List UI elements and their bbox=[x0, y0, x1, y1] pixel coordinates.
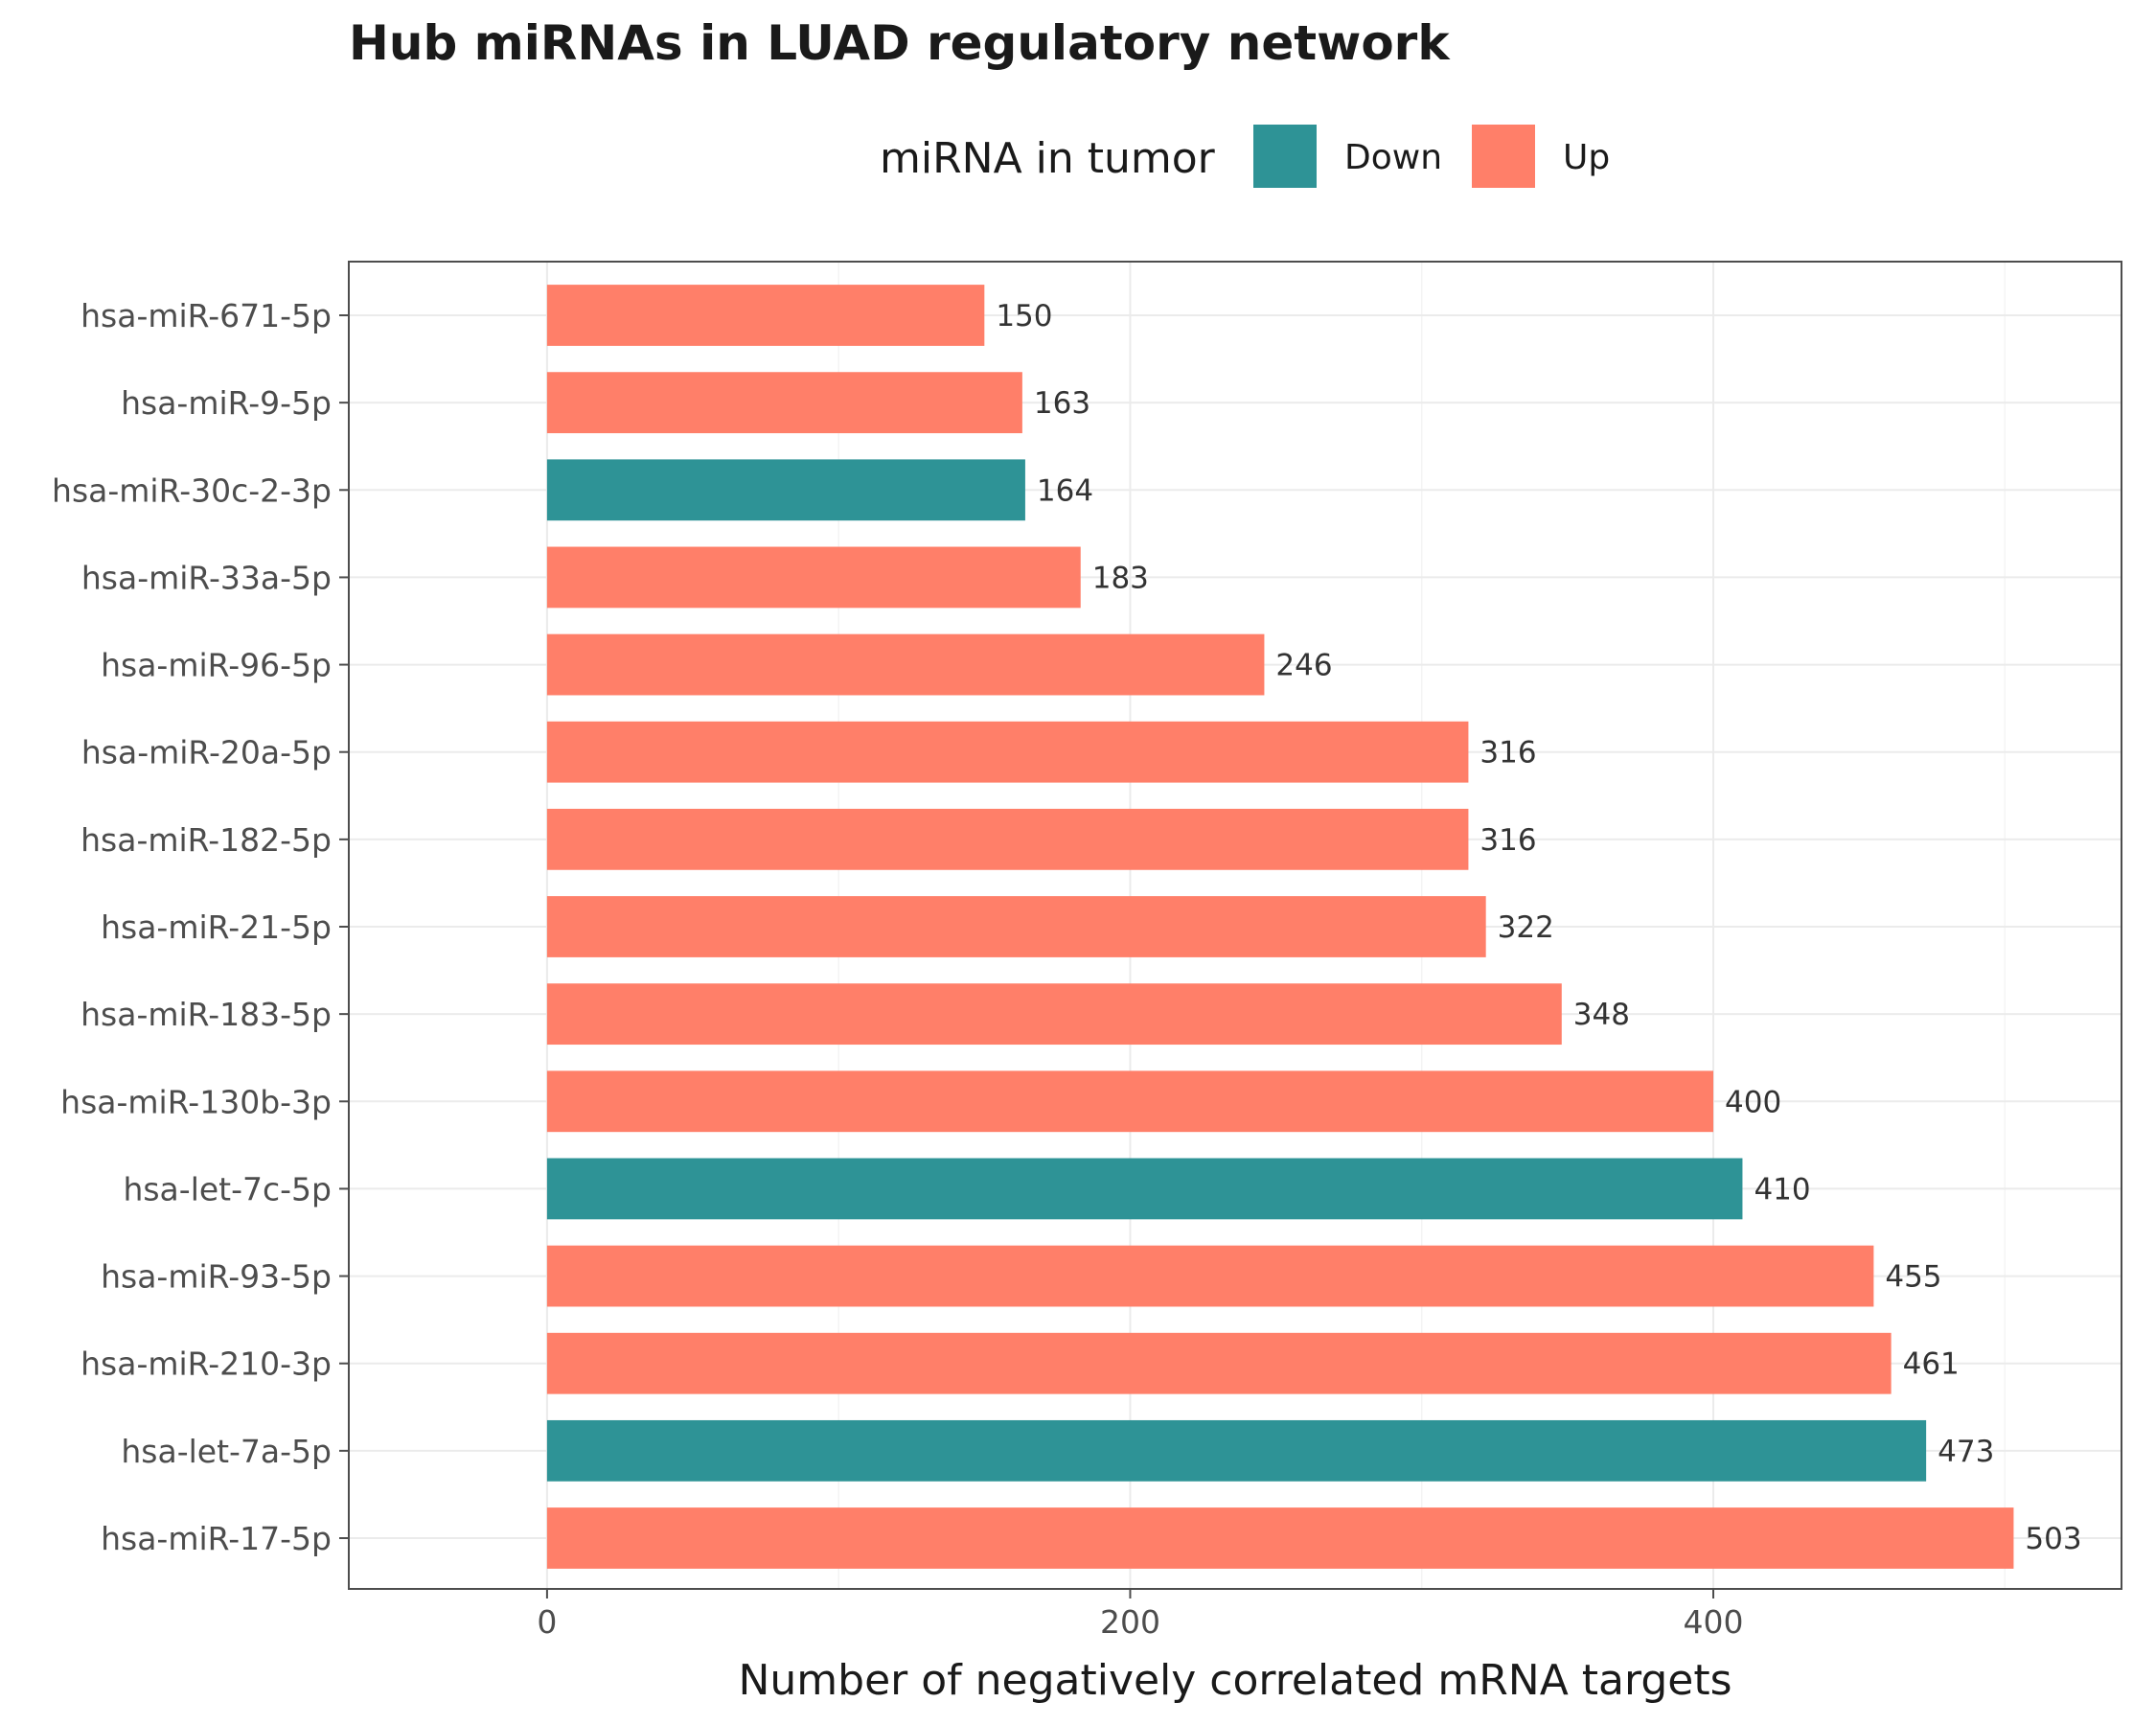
y-tick-label-10: hsa-let-7c-5p bbox=[123, 1170, 332, 1208]
chart-title: Hub miRNAs in LUAD regulatory network bbox=[349, 15, 1451, 71]
bar-9 bbox=[546, 1070, 1714, 1133]
y-tick-label-7: hsa-miR-21-5p bbox=[101, 908, 332, 946]
bar-12 bbox=[546, 1332, 1892, 1394]
x-axis-label: Number of negatively correlated mRNA tar… bbox=[738, 1656, 1732, 1705]
bar-13 bbox=[546, 1419, 1927, 1482]
bar-3 bbox=[546, 546, 1081, 609]
legend-swatch-down bbox=[1253, 125, 1317, 188]
data-label-2: 164 bbox=[1037, 473, 1093, 508]
y-axis: hsa-miR-671-5p hsa-miR-9-5p hsa-miR-30c-2-… bbox=[52, 297, 349, 1557]
legend-label-down: Down bbox=[1344, 138, 1442, 177]
plot-panel-border bbox=[348, 261, 2122, 1590]
y-tick-label-1: hsa-miR-9-5p bbox=[121, 384, 332, 422]
bar-8 bbox=[546, 983, 1562, 1046]
data-label-8: 348 bbox=[1573, 998, 1630, 1032]
legend-label-up: Up bbox=[1563, 138, 1610, 177]
data-label-14: 503 bbox=[2025, 1522, 2081, 1556]
data-label-0: 150 bbox=[996, 299, 1052, 334]
data-label-5: 316 bbox=[1479, 736, 1536, 770]
y-tick-label-0: hsa-miR-671-5p bbox=[80, 297, 332, 334]
y-tick-label-14: hsa-miR-17-5p bbox=[101, 1520, 332, 1557]
bar-11 bbox=[546, 1245, 1874, 1307]
y-tick-label-11: hsa-miR-93-5p bbox=[101, 1258, 332, 1296]
data-label-3: 183 bbox=[1092, 561, 1149, 595]
y-tick-label-12: hsa-miR-210-3p bbox=[80, 1346, 332, 1383]
bar-7 bbox=[546, 896, 1486, 957]
x-tick-label-2: 400 bbox=[1684, 1603, 1744, 1641]
data-label-10: 410 bbox=[1754, 1172, 1810, 1207]
bar-5 bbox=[546, 721, 1469, 783]
bar-14 bbox=[546, 1507, 2014, 1569]
bars bbox=[546, 285, 2014, 1569]
data-label-9: 400 bbox=[1725, 1085, 1781, 1119]
y-tick-label-4: hsa-miR-96-5p bbox=[101, 647, 332, 684]
x-tick-label-0: 0 bbox=[537, 1603, 557, 1641]
data-label-4: 246 bbox=[1275, 649, 1332, 683]
x-axis: 0 200 400 bbox=[537, 1589, 1744, 1641]
legend-title: miRNA in tumor bbox=[880, 134, 1216, 183]
data-label-13: 473 bbox=[1938, 1435, 1994, 1469]
y-tick-label-8: hsa-miR-183-5p bbox=[80, 996, 332, 1033]
data-label-6: 316 bbox=[1479, 823, 1536, 858]
bar-6 bbox=[546, 808, 1469, 870]
legend-swatch-up bbox=[1472, 125, 1535, 188]
y-tick-label-3: hsa-miR-33a-5p bbox=[81, 559, 332, 596]
bar-1 bbox=[546, 372, 1022, 434]
y-tick-label-5: hsa-miR-20a-5p bbox=[81, 734, 332, 771]
y-tick-label-6: hsa-miR-182-5p bbox=[80, 821, 332, 859]
y-tick-label-2: hsa-miR-30c-2-3p bbox=[52, 472, 332, 509]
y-tick-label-9: hsa-miR-130b-3p bbox=[60, 1083, 332, 1120]
bar-0 bbox=[546, 285, 985, 346]
bar-2 bbox=[546, 459, 1025, 521]
x-tick-label-1: 200 bbox=[1100, 1603, 1160, 1641]
legend: miRNA in tumor Down Up bbox=[880, 125, 1610, 188]
data-labels: 150 163 164 183 246 316 316 322 348 400 410 455 461 4… bbox=[996, 299, 2081, 1556]
data-label-7: 322 bbox=[1498, 910, 1554, 945]
data-label-1: 163 bbox=[1034, 386, 1090, 421]
y-tick-label-13: hsa-let-7a-5p bbox=[121, 1433, 332, 1470]
bar-4 bbox=[546, 633, 1265, 696]
bar-10 bbox=[546, 1158, 1743, 1220]
data-label-12: 461 bbox=[1903, 1347, 1960, 1382]
data-label-11: 455 bbox=[1885, 1260, 1941, 1295]
